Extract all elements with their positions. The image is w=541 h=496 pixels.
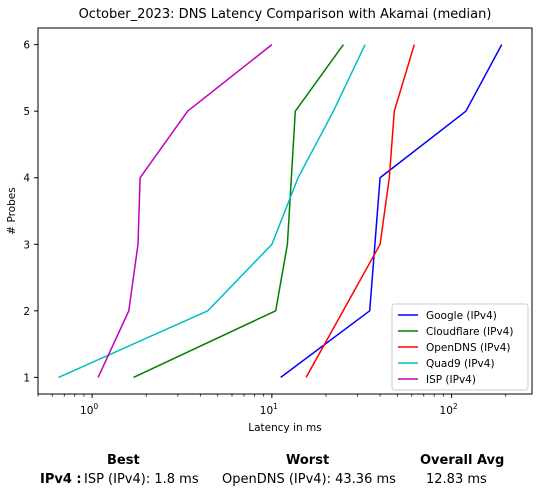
stats-best-header: Best (107, 453, 140, 468)
plot-frame (37, 27, 533, 395)
legend-label: ISP (IPv4) (426, 374, 476, 386)
stats-avg-value: 12.83 ms (426, 472, 487, 487)
stats-row-label: IPv4 : (40, 472, 82, 487)
x-tick-label: 100 (80, 402, 98, 417)
legend-label: Quad9 (IPv4) (426, 358, 495, 370)
series-line-1 (133, 44, 345, 379)
stats-best-value: ISP (IPv4): 1.8 ms (84, 472, 199, 487)
series-line-2 (305, 44, 416, 378)
x-tick-label: 102 (440, 402, 458, 417)
stats-worst-header: Worst (286, 453, 330, 468)
y-axis-label: # Probes (6, 187, 18, 234)
x-axis-label: Latency in ms (248, 422, 321, 434)
y-tick-label: 2 (23, 306, 30, 318)
chart-legend: Google (IPv4) Cloudflare (IPv4) OpenDNS (I… (391, 303, 529, 391)
chart-title: October_2023: DNS Latency Comparison wit… (79, 7, 492, 22)
legend-box (391, 303, 529, 391)
stats-avg-header: Overall Avg (420, 453, 505, 468)
series-line-0 (280, 44, 503, 379)
legend-label: OpenDNS (IPv4) (426, 342, 511, 354)
stats-worst-value: OpenDNS (IPv4): 43.36 ms (222, 472, 396, 487)
y-tick-label: 3 (23, 239, 30, 251)
series-line-3 (58, 44, 366, 379)
x-tick-label: 101 (260, 402, 278, 417)
series-line-4 (97, 44, 273, 378)
legend-label: Google (IPv4) (426, 310, 497, 322)
stats-panel: Best Worst Overall Avg IPv4 : ISP (IPv4)… (0, 450, 541, 496)
latency-chart: October_2023: DNS Latency Comparison wit… (6, 7, 533, 434)
y-tick-label: 6 (23, 40, 30, 52)
y-tick-label: 4 (23, 173, 30, 185)
y-tick-label: 1 (23, 372, 30, 384)
y-tick-label: 5 (23, 106, 30, 118)
legend-label: Cloudflare (IPv4) (426, 326, 513, 338)
